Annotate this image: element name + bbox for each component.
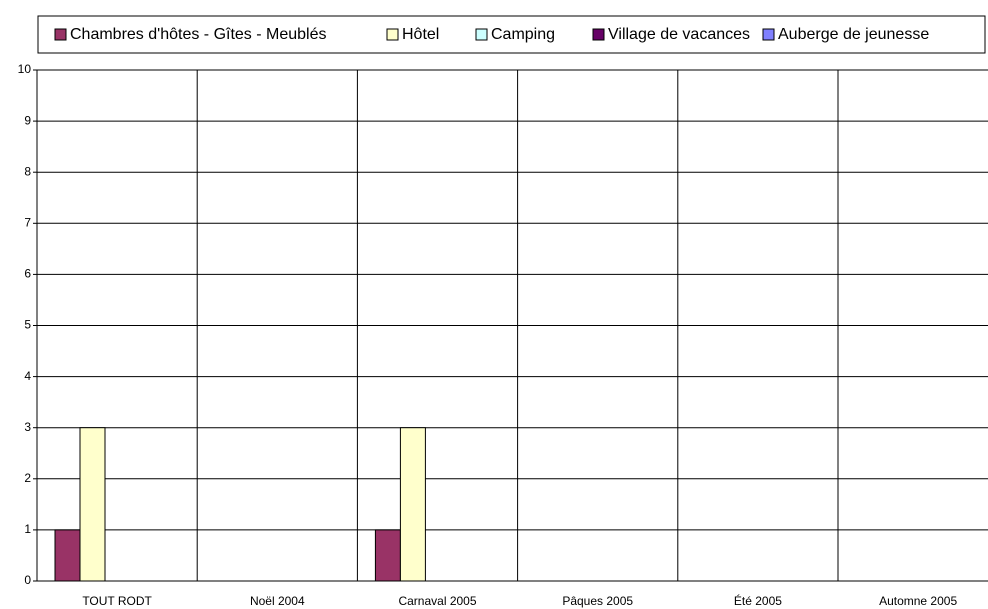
x-tick-label: Carnaval 2005 [398,594,476,608]
x-tick-label: Pâques 2005 [562,594,633,608]
y-tick-label: 3 [24,420,31,434]
y-tick-label: 7 [24,215,31,229]
x-tick-label: Automne 2005 [879,594,957,608]
legend-swatch [386,28,399,41]
y-tick-label: 8 [24,164,31,178]
legend-swatch [592,28,605,41]
bar [399,427,426,582]
y-tick-label: 0 [24,573,31,587]
legend-label: Village de vacances [608,26,750,43]
x-tick-label: Noël 2004 [250,594,305,608]
legend-label: Chambres d'hôtes - Gîtes - Meublés [70,26,327,43]
y-tick-label: 6 [24,267,31,281]
y-tick-label: 10 [18,62,32,76]
legend-label: Camping [491,26,555,43]
y-tick-label: 9 [24,113,31,127]
x-tick-label: Été 2005 [734,593,782,608]
bar [54,529,81,582]
y-tick-label: 1 [24,522,31,536]
legend-swatch [475,28,488,41]
legend-swatch [762,28,775,41]
y-tick-label: 2 [24,471,31,485]
y-tick-label: 5 [24,318,31,332]
legend-label: Hôtel [402,26,439,43]
y-tick-label: 4 [24,369,31,383]
bar [79,427,106,582]
x-tick-label: TOUT RODT [82,594,152,608]
legend-swatch [54,28,67,41]
legend-box [37,15,986,54]
legend-label: Auberge de jeunesse [778,26,929,43]
bar [374,529,401,582]
